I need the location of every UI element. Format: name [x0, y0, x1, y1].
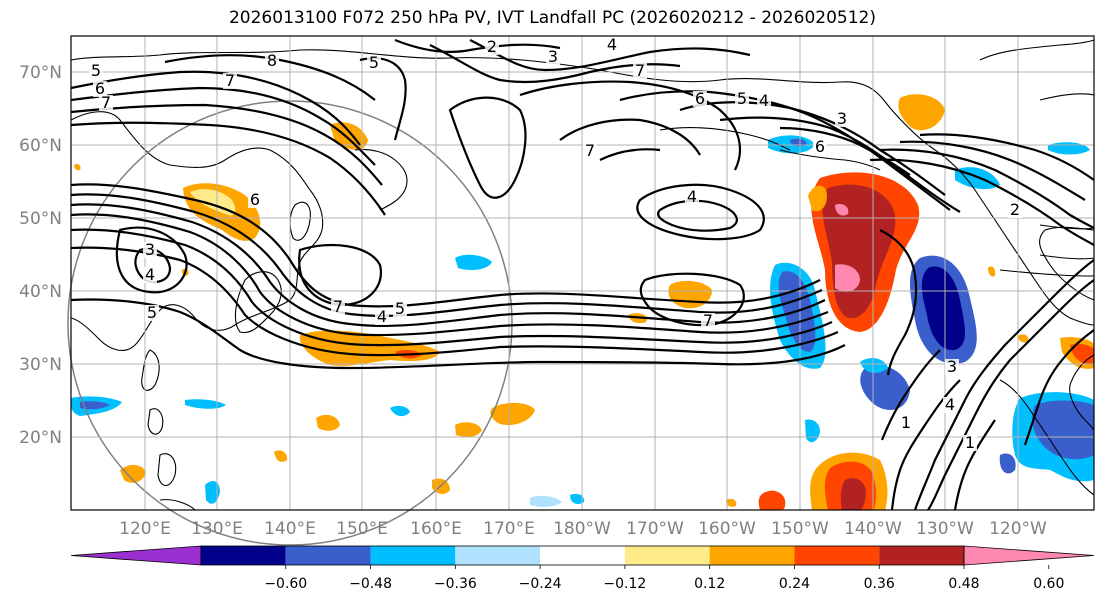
contour-label: 1: [901, 413, 911, 432]
lon-tick-label: 150°W: [771, 519, 829, 539]
colorbar-tick-label: 0.12: [694, 576, 725, 592]
latitude-axis: 70°N 60°N 50°N 40°N 30°N 20°N: [19, 63, 62, 448]
contour-label: 7: [225, 71, 235, 90]
contour-label: 6: [815, 137, 825, 156]
lon-tick-label: 160°W: [698, 519, 756, 539]
chart-title: 2026013100 F072 250 hPa PV, IVT Landfall…: [228, 8, 876, 28]
contour-label: 6: [250, 190, 260, 209]
contour-label: 2: [1010, 200, 1020, 219]
colorbar-segment: [370, 546, 456, 565]
colorbar-segment: [794, 546, 880, 565]
colorbar-segment: [285, 546, 371, 565]
lon-tick-label: 130°E: [191, 519, 243, 539]
lon-tick-label: 170°W: [626, 519, 684, 539]
lat-tick-label: 60°N: [19, 136, 62, 156]
colorbar-tick-label: 0.48: [948, 576, 979, 592]
colorbar-segment: [540, 546, 625, 565]
contour-label: 4: [945, 395, 955, 414]
contour-label: 4: [377, 307, 387, 326]
colorbar-tick-label: −0.36: [434, 576, 477, 592]
colorbar-extend-low: [70, 545, 202, 566]
lat-tick-label: 40°N: [19, 282, 62, 302]
lat-tick-label: 50°N: [19, 209, 62, 229]
contour-label: 5: [147, 303, 157, 322]
contour-label: 5: [395, 299, 405, 318]
lon-tick-label: 120°E: [119, 519, 171, 539]
contour-label: 6: [95, 79, 105, 98]
colorbar-extend-high: [963, 545, 1095, 566]
contour-label: 2: [487, 37, 497, 56]
contour-label: 4: [145, 265, 155, 284]
colorbar-segment: [455, 546, 541, 565]
lon-tick-label: 130°W: [916, 519, 974, 539]
contour-label: 7: [703, 311, 713, 330]
colorbar-segment: [201, 546, 286, 565]
colorbar-tick-label: 0.24: [779, 576, 810, 592]
colorbar-segment: [624, 546, 710, 565]
lon-tick-label: 140°W: [844, 519, 902, 539]
colorbar-tick-label: −0.60: [264, 576, 307, 592]
colorbar-segment: [879, 546, 964, 565]
lat-tick-label: 30°N: [19, 355, 62, 375]
contour-label: 3: [947, 357, 957, 376]
contour-label: 8: [267, 51, 277, 70]
lon-tick-label: 150°E: [336, 519, 388, 539]
contour-label: 7: [635, 61, 645, 80]
colorbar: −0.60 −0.48 −0.36 −0.24 −0.12 0.12 0.24 0.36 0.4…: [70, 545, 1095, 592]
contour-label: 3: [548, 47, 558, 66]
contour-label: 3: [145, 240, 155, 259]
contour-label: 4: [687, 187, 697, 206]
longitude-axis: 120°E 130°E 140°E 150°E 160°E 170°E 180°W 170°W…: [119, 519, 1047, 539]
contour-label: 6: [695, 89, 705, 108]
contour-label: 5: [369, 53, 379, 72]
colorbar-tick-label: 0.60: [1033, 576, 1064, 592]
colorbar-segment: [709, 546, 795, 565]
contour-label: 4: [759, 91, 769, 110]
lat-tick-label: 20°N: [19, 428, 62, 448]
contour-label: 7: [333, 297, 343, 316]
map-border: [70, 35, 1095, 511]
contour-label: 5: [91, 61, 101, 80]
lon-tick-label: 160°E: [410, 519, 462, 539]
colorbar-tick-label: −0.48: [349, 576, 392, 592]
lon-tick-label: 120°W: [989, 519, 1047, 539]
contour-label: 7: [585, 141, 595, 160]
graticule: [71, 36, 1094, 510]
colorbar-tick-label: −0.24: [519, 576, 562, 592]
lat-tick-label: 70°N: [19, 63, 62, 83]
contour-label: 4: [607, 35, 617, 54]
lon-tick-label: 170°E: [483, 519, 535, 539]
colorbar-tick-label: −0.12: [603, 576, 646, 592]
contour-label: 7: [101, 93, 111, 112]
contour-label: 3: [837, 109, 847, 128]
contour-label: 5: [737, 89, 747, 108]
colorbar-tick-label: 0.36: [864, 576, 895, 592]
contour-label: 1: [965, 433, 975, 452]
lon-tick-label: 180°W: [553, 519, 611, 539]
lon-tick-label: 140°E: [264, 519, 316, 539]
